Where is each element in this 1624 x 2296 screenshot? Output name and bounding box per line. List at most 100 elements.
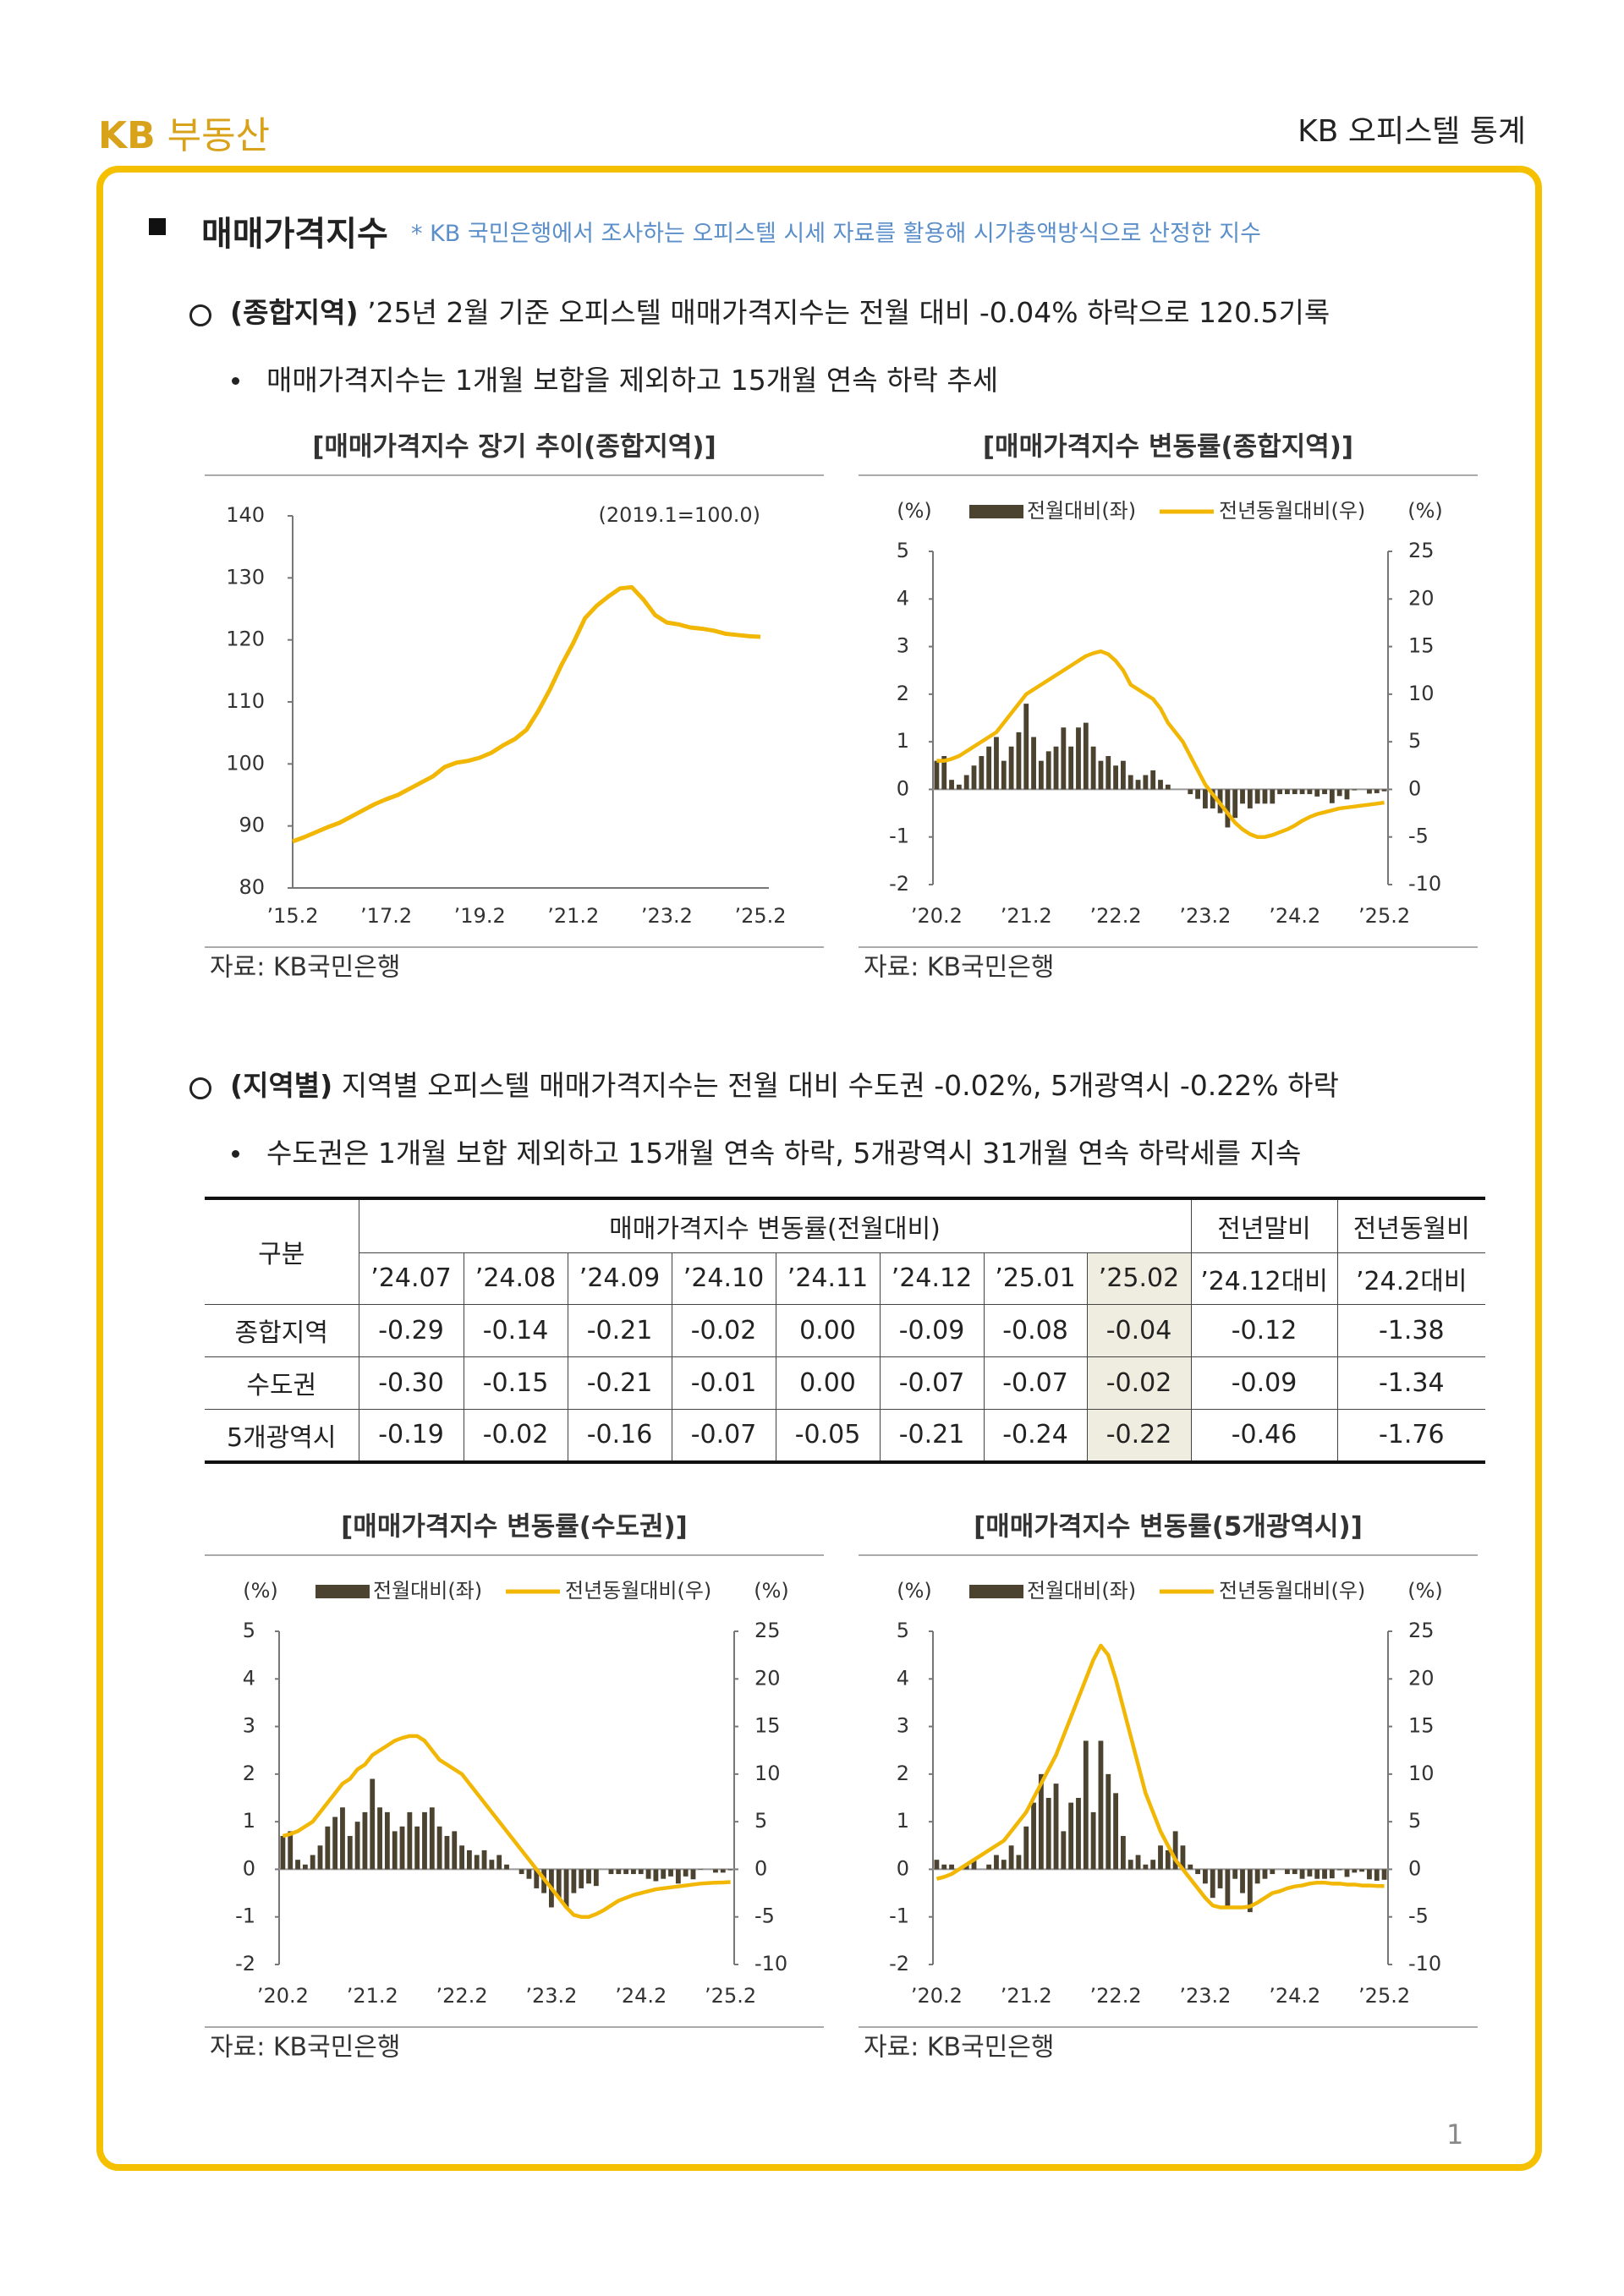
bar (956, 784, 962, 790)
bar (1292, 789, 1298, 795)
bar (979, 756, 985, 790)
circle-marker (189, 1077, 211, 1099)
bar (384, 1811, 390, 1870)
bar (1106, 1773, 1111, 1870)
column-header: ’24.12대비 (1190, 1252, 1338, 1305)
x-tick-label: ’24.2 (1269, 904, 1320, 928)
bar (1359, 1869, 1365, 1872)
y2-tick-label: -10 (754, 1952, 787, 1975)
y-tick-label: 1 (897, 1809, 909, 1833)
bar (1262, 1869, 1268, 1879)
y-tick-label: 140 (226, 503, 265, 527)
bullet-text: 매매가격지수는 1개월 보합을 제외하고 15개월 연속 하락 추세 (266, 364, 999, 397)
chart: [매매가격지수 변동률(수도권)]자료: KB국민은행-2-1012345-10… (205, 1512, 824, 2063)
bar (1188, 1864, 1193, 1870)
y2-axis-label: (%) (1407, 1579, 1443, 1603)
bar (1381, 789, 1387, 792)
paragraph-text: 지역별 오피스텔 매매가격지수는 전월 대비 수도권 -0.02%, 5개광역시… (332, 1069, 1339, 1102)
table-cell: 0.00 (775, 1303, 881, 1357)
bar (1076, 1798, 1081, 1870)
page-number: 1 (1446, 2118, 1464, 2151)
bar (720, 1869, 726, 1873)
table-cell: -1.76 (1336, 1408, 1485, 1462)
y-tick-label: 3 (243, 1714, 255, 1738)
table-cell: -0.14 (463, 1303, 568, 1357)
y-tick-label: 3 (897, 1714, 909, 1738)
bar (690, 1869, 696, 1880)
y-axis-label: (%) (243, 1579, 278, 1603)
row-header: 수도권 (205, 1356, 359, 1410)
bar (459, 1845, 464, 1870)
bar (1292, 1869, 1298, 1875)
bar (971, 765, 977, 790)
bar (986, 746, 992, 790)
bar (1299, 789, 1305, 795)
bar (638, 1869, 644, 1875)
y-tick-label: -1 (889, 825, 909, 848)
paragraph-label: (종합지역) (230, 296, 359, 329)
bar (1307, 1869, 1313, 1877)
bar (653, 1869, 659, 1882)
row-header: 5개광역시 (205, 1408, 359, 1462)
y-tick-label: 5 (897, 539, 909, 562)
x-tick-label: ’22.2 (1090, 904, 1142, 928)
table-cell: -0.15 (463, 1356, 568, 1410)
bar (1090, 746, 1096, 790)
bar (1254, 789, 1260, 804)
bar (526, 1869, 532, 1879)
x-tick-label: ’25.2 (705, 1984, 756, 2008)
paragraph: (지역별) 지역별 오피스텔 매매가격지수는 전월 대비 수도권 -0.02%,… (230, 1069, 1339, 1103)
square-marker (149, 218, 166, 235)
bar (971, 1860, 977, 1870)
bar (941, 1864, 947, 1870)
bar (1285, 1869, 1290, 1875)
table-cell: -0.07 (879, 1356, 985, 1410)
source: 자료: KB국민은행 (864, 2033, 1055, 2063)
bar (362, 1811, 368, 1870)
y-tick-label: 0 (897, 1856, 909, 1880)
bar (1203, 1869, 1208, 1884)
table-cell: -1.34 (1336, 1356, 1485, 1410)
y2-tick-label: 15 (754, 1714, 781, 1738)
table-cell: -0.22 (1086, 1408, 1192, 1462)
x-tick-label: ’23.2 (1179, 1984, 1231, 2008)
bar (399, 1826, 405, 1870)
table-cell: 0.00 (775, 1356, 881, 1410)
y-tick-label: 2 (243, 1762, 255, 1785)
bar (489, 1860, 495, 1870)
corner-header: 구분 (205, 1197, 359, 1305)
table-cell: -0.04 (1086, 1303, 1192, 1357)
bar (436, 1826, 442, 1870)
bar (1232, 789, 1238, 819)
section-title: 매매가격지수 (201, 215, 388, 254)
table-cell: -0.02 (671, 1303, 776, 1357)
bar (1322, 789, 1327, 795)
bar (1367, 789, 1372, 794)
group-header: 매매가격지수 변동률(전월대비) (358, 1197, 1192, 1253)
x-tick-label: ’22.2 (1090, 1984, 1142, 2008)
column-header: ’24.10 (671, 1252, 776, 1305)
bar (1031, 1802, 1036, 1870)
bar (949, 1864, 954, 1870)
bar (1203, 789, 1208, 808)
bar (994, 1855, 999, 1870)
y-tick-label: 80 (239, 875, 265, 899)
bar (1165, 784, 1171, 790)
circle-marker (189, 304, 211, 326)
bar (325, 1826, 331, 1870)
bar (963, 1864, 969, 1870)
y-tick-label: 5 (897, 1619, 909, 1642)
bar (1053, 1784, 1059, 1870)
table-row: 5개광역시 -0.19 -0.02 -0.16 -0.07 -0.05 -0.21 -0.24… (205, 1408, 1485, 1462)
bar (1045, 1798, 1051, 1870)
y2-tick-label: -10 (1408, 1952, 1441, 1975)
bar (1061, 1831, 1067, 1870)
bar (1008, 1845, 1014, 1870)
bar (1098, 760, 1104, 790)
bar (422, 1811, 427, 1870)
y2-tick-label: 10 (754, 1762, 781, 1785)
bar (1038, 760, 1044, 790)
frame (96, 166, 1542, 2171)
x-tick-label: ’20.2 (911, 1984, 963, 2008)
